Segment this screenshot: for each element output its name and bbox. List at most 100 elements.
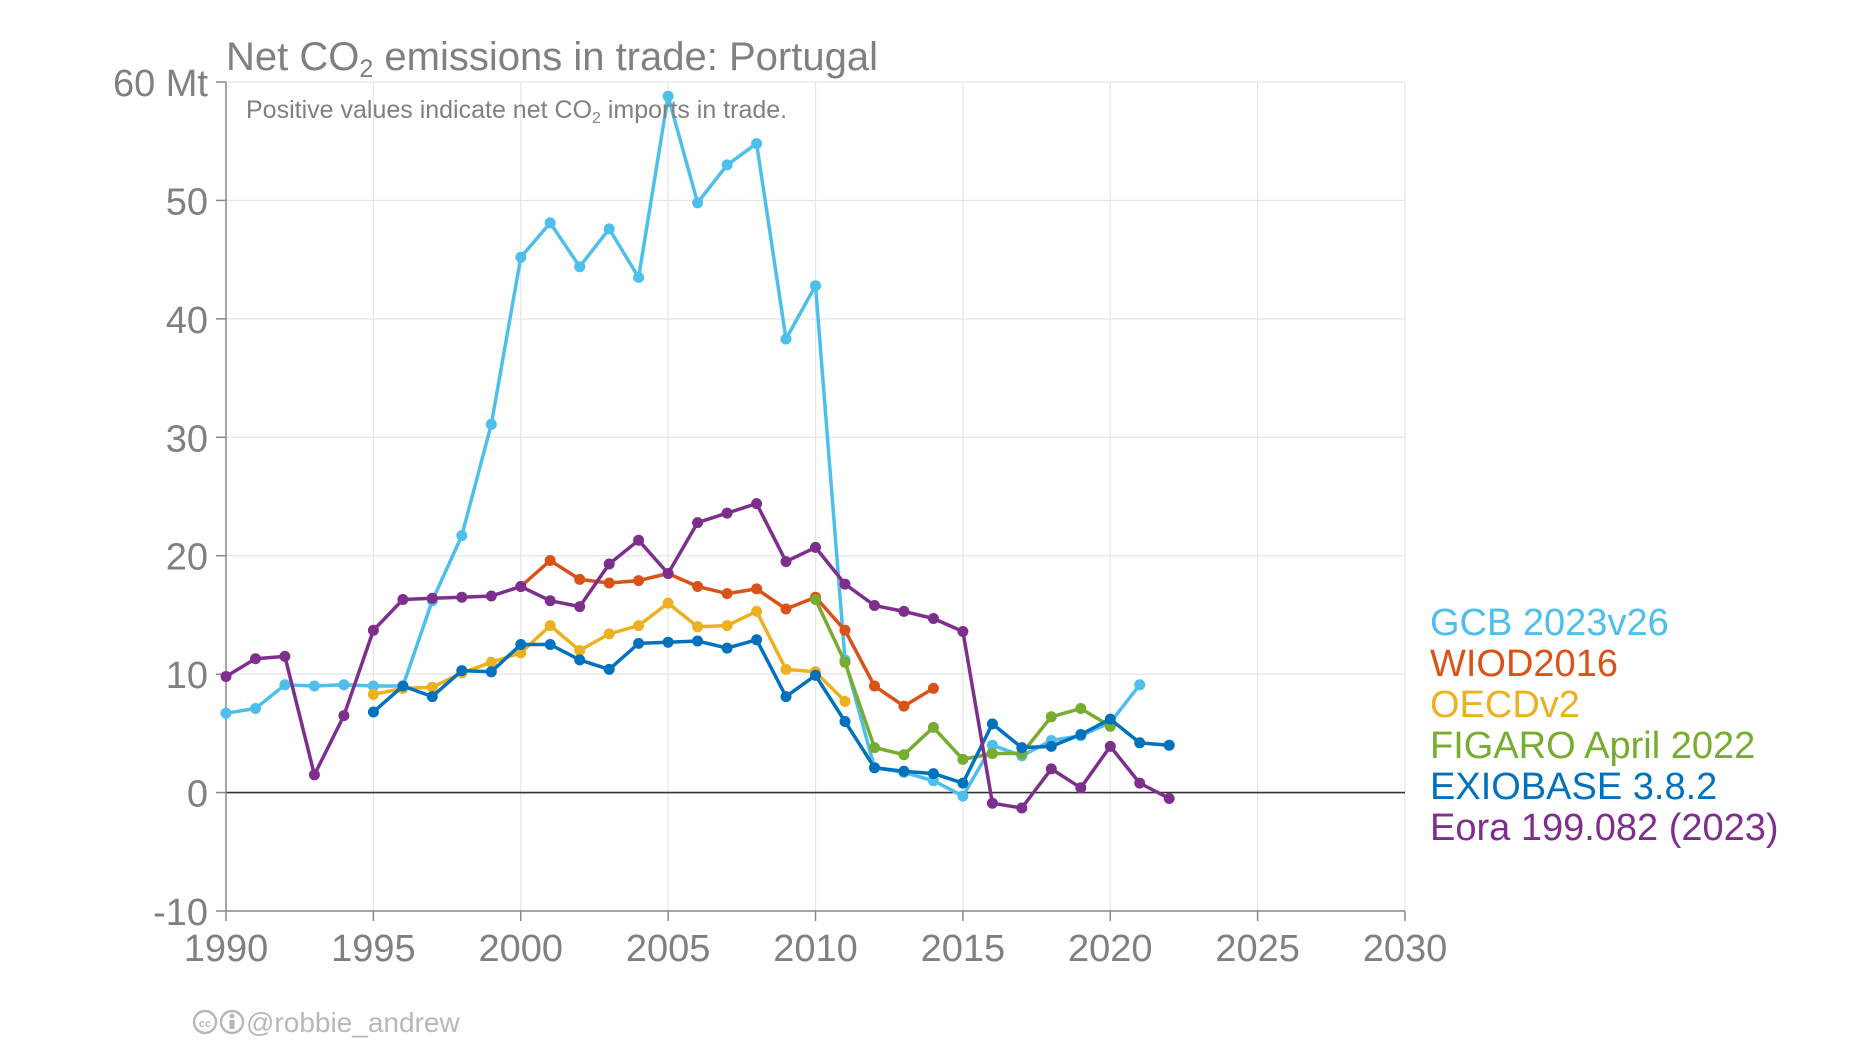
series-line bbox=[224, 94, 1142, 798]
data-point bbox=[397, 594, 409, 605]
data-point bbox=[986, 748, 998, 759]
data-point bbox=[308, 680, 320, 692]
y-tick-label: 40 bbox=[166, 300, 208, 342]
data-point bbox=[662, 597, 674, 609]
data-point bbox=[515, 647, 527, 659]
data-point bbox=[869, 600, 880, 611]
series-3 bbox=[810, 594, 1116, 765]
data-point bbox=[692, 581, 704, 592]
data-point bbox=[1075, 782, 1087, 794]
data-point bbox=[751, 498, 763, 510]
data-point bbox=[957, 626, 969, 637]
data-point bbox=[485, 418, 497, 430]
series-0 bbox=[220, 90, 1146, 802]
data-point bbox=[780, 333, 792, 345]
data-point bbox=[898, 605, 910, 617]
x-tick-label: 2020 bbox=[1068, 928, 1153, 970]
data-point bbox=[780, 603, 792, 615]
data-point bbox=[927, 613, 939, 624]
data-point bbox=[485, 590, 497, 602]
y-tick-label: 30 bbox=[166, 418, 208, 460]
data-point bbox=[220, 707, 232, 719]
data-point bbox=[957, 777, 969, 789]
data-point bbox=[367, 680, 379, 692]
data-point bbox=[338, 679, 350, 691]
data-point bbox=[662, 90, 674, 102]
data-point bbox=[426, 592, 438, 604]
data-point bbox=[957, 753, 969, 765]
data-point bbox=[721, 588, 733, 600]
data-point bbox=[603, 663, 615, 675]
y-tick-label: 20 bbox=[166, 537, 208, 579]
data-point bbox=[869, 762, 880, 774]
data-point bbox=[898, 700, 910, 712]
data-point bbox=[367, 624, 379, 636]
data-point bbox=[397, 680, 409, 692]
data-point bbox=[1134, 679, 1146, 691]
data-point bbox=[1163, 793, 1175, 804]
data-point bbox=[515, 581, 527, 592]
data-point bbox=[485, 666, 497, 678]
data-point bbox=[250, 703, 261, 714]
data-point bbox=[426, 681, 438, 693]
data-point bbox=[515, 639, 527, 650]
data-point bbox=[367, 706, 379, 718]
data-point bbox=[692, 635, 704, 647]
data-point bbox=[1134, 777, 1146, 789]
data-point bbox=[426, 691, 438, 703]
x-tick-label: 2010 bbox=[773, 928, 858, 970]
data-point bbox=[250, 653, 261, 665]
data-point bbox=[1163, 739, 1175, 751]
data-point bbox=[544, 595, 556, 607]
x-tick-label: 2000 bbox=[478, 928, 563, 970]
data-point bbox=[544, 217, 556, 229]
data-point bbox=[986, 797, 998, 809]
data-point bbox=[839, 716, 851, 727]
data-point bbox=[456, 591, 468, 603]
data-point bbox=[780, 556, 792, 568]
data-point bbox=[662, 568, 674, 579]
attribution-icon bbox=[219, 1009, 245, 1035]
series-5 bbox=[220, 498, 1175, 814]
data-point bbox=[810, 541, 821, 553]
data-point bbox=[986, 739, 998, 751]
data-point bbox=[456, 665, 468, 677]
data-point bbox=[810, 594, 821, 605]
data-point bbox=[927, 721, 939, 733]
chart-title: Net CO2 emissions in trade: Portugal bbox=[226, 35, 878, 83]
data-point bbox=[927, 768, 939, 780]
chart-subtitle: Positive values indicate net CO2 imports… bbox=[246, 96, 787, 127]
data-point bbox=[898, 765, 910, 777]
data-point bbox=[839, 695, 851, 707]
data-point bbox=[574, 654, 586, 666]
data-point bbox=[1045, 740, 1057, 752]
data-point bbox=[751, 583, 763, 595]
data-point bbox=[692, 197, 704, 209]
x-tick-label: 2030 bbox=[1363, 928, 1448, 970]
legend-entry: EXIOBASE 3.8.2 bbox=[1430, 766, 1717, 808]
data-point bbox=[603, 223, 615, 235]
data-point bbox=[1045, 711, 1057, 723]
y-tick-label: 60 Mt bbox=[113, 63, 208, 105]
data-point bbox=[751, 634, 763, 646]
data-point bbox=[839, 578, 851, 590]
data-point bbox=[721, 507, 733, 519]
data-point bbox=[839, 656, 851, 668]
data-point bbox=[1016, 742, 1028, 754]
credit-handle: @robbie_andrew bbox=[246, 1007, 460, 1038]
data-point bbox=[1134, 737, 1146, 749]
data-point bbox=[721, 642, 733, 654]
credit: cc @robbie_andrew bbox=[192, 1007, 460, 1038]
data-point bbox=[279, 650, 291, 662]
data-point bbox=[574, 573, 586, 585]
data-point bbox=[780, 663, 792, 675]
data-point bbox=[633, 271, 645, 283]
data-point bbox=[367, 688, 379, 700]
data-point bbox=[633, 637, 645, 649]
data-point bbox=[1016, 802, 1028, 814]
data-point bbox=[810, 280, 821, 292]
data-point bbox=[338, 710, 350, 722]
data-point bbox=[633, 534, 645, 546]
data-point bbox=[810, 669, 821, 681]
